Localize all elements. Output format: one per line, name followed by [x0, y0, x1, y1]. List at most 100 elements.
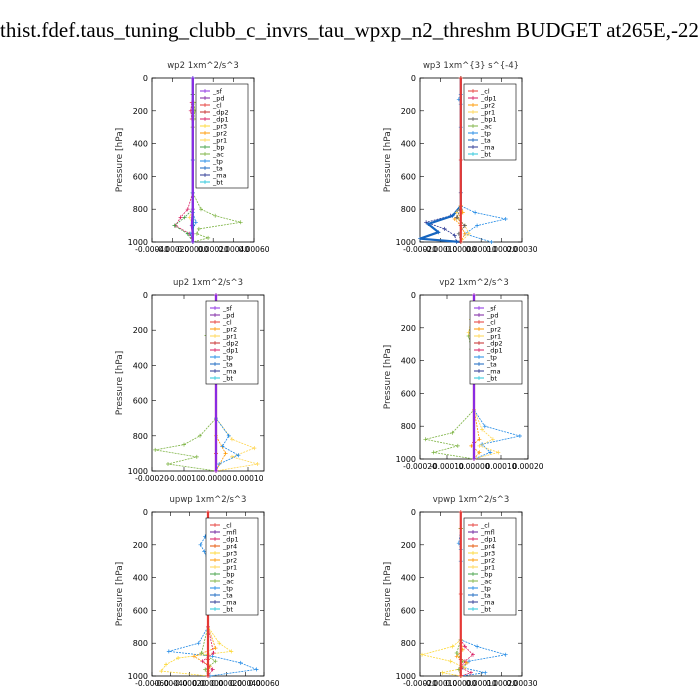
legend-label: _pr1: [212, 137, 227, 145]
legend-marker: [213, 551, 217, 555]
legend-marker: [203, 145, 207, 149]
x-tick-label: -0.00020: [172, 679, 206, 688]
legend-marker: [471, 579, 475, 583]
legend-label: _ta: [480, 592, 491, 600]
legend-label: _dp1: [212, 116, 229, 124]
legend-marker: [471, 551, 475, 555]
chart-panel-4: upwp 1xm^2/s^3 Pressure [hPa] 0 200 400 600 80…: [115, 495, 280, 688]
y-tick-label: 400: [401, 140, 416, 149]
y-tick-label: 200: [133, 326, 148, 335]
legend-marker: [471, 96, 475, 100]
legend-label: _pr1: [486, 333, 501, 341]
y-tick-label: 600: [133, 606, 148, 615]
legend-label: _cl: [222, 319, 232, 327]
legend-label: _ac: [222, 578, 234, 586]
legend-label: _dp2: [212, 109, 229, 117]
legend-label: _bt: [480, 151, 491, 159]
legend-label: _bt: [222, 375, 233, 383]
legend-marker: [471, 117, 475, 121]
legend-label: _tp: [480, 130, 491, 138]
y-axis-label: Pressure [hPa]: [115, 128, 125, 193]
legend-marker: [213, 355, 217, 359]
legend-label: _tp: [212, 158, 223, 166]
legend-marker: [477, 369, 481, 373]
y-tick-label: 200: [133, 107, 148, 116]
legend-marker: [213, 313, 217, 317]
y-tick-label: 400: [401, 574, 416, 583]
legend-marker: [477, 306, 481, 310]
legend-label: _bp1: [480, 116, 497, 124]
legend-marker: [471, 152, 475, 156]
x-tick-label: -0.00010: [424, 245, 458, 254]
legend-label: _ma: [486, 368, 501, 376]
legend-label: _sf: [222, 305, 233, 313]
legend-marker: [213, 530, 217, 534]
plot-frame: [151, 294, 265, 472]
legend-label: _pr1: [480, 564, 495, 572]
x-tick-label: -0.00060: [135, 679, 169, 688]
y-tick-label: 800: [133, 639, 148, 648]
legend-marker: [213, 369, 217, 373]
legend-label: _bt: [480, 606, 491, 614]
legend-marker: [471, 523, 475, 527]
y-tick-label: 800: [401, 422, 416, 431]
legend-label: _dp2: [486, 340, 503, 348]
legend-marker: [203, 180, 207, 184]
x-tick-label: 0.00000: [192, 679, 223, 688]
legend-label: _pr1: [222, 333, 237, 341]
y-tick-label: 200: [133, 541, 148, 550]
legend-label: _ta: [222, 361, 233, 369]
x-tick-label: 0.00010: [485, 462, 516, 471]
x-tick-label: -0.00010: [430, 462, 464, 471]
legend-marker: [213, 572, 217, 576]
y-axis-label: Pressure [hPa]: [115, 351, 125, 416]
legend-label: _pr3: [212, 123, 227, 131]
legend-label: _dp1: [222, 347, 239, 355]
legend-label: _pr4: [480, 543, 495, 551]
legend-label: _pr2: [480, 102, 495, 110]
y-tick-label: 200: [401, 541, 416, 550]
legend-marker: [471, 572, 475, 576]
y-axis-label: Pressure [hPa]: [115, 562, 125, 627]
legend-label: _ac: [480, 578, 492, 586]
legend-label: _bt: [486, 375, 497, 383]
legend-label: _ma: [212, 172, 227, 180]
legend-marker: [477, 355, 481, 359]
legend-label: _ta: [480, 137, 491, 145]
legend-marker: [213, 362, 217, 366]
legend-label: _dp1: [222, 536, 239, 544]
y-tick-label: 400: [133, 140, 148, 149]
legend-label: _cl: [480, 522, 490, 530]
legend-marker: [477, 313, 481, 317]
legend-marker: [213, 306, 217, 310]
x-tick-label: 0.00040: [218, 245, 249, 254]
legend-label: _ma: [222, 599, 237, 607]
series-line-ac: [425, 311, 475, 460]
y-tick-label: 1000: [396, 455, 416, 464]
legend-label: _pr2: [222, 557, 237, 565]
legend-marker: [203, 173, 207, 177]
legend-marker: [477, 376, 481, 380]
y-tick-label: 1000: [396, 238, 416, 247]
x-tick-label: 0.00000: [177, 245, 208, 254]
legend-label: _bp: [212, 144, 225, 152]
legend-marker: [471, 145, 475, 149]
legend-marker: [471, 124, 475, 128]
y-tick-label: 600: [133, 397, 148, 406]
y-tick-label: 0: [143, 74, 148, 83]
x-tick-label: 0.00020: [486, 245, 517, 254]
series-line-dp1: [174, 94, 194, 243]
chart-title: up2 1xm^2/s^3: [173, 278, 243, 288]
x-tick-label: 0.00060: [248, 679, 279, 688]
series-line-pr3: [421, 528, 467, 677]
legend-label: _pr3: [480, 550, 495, 558]
legend-label: _cl: [212, 102, 222, 110]
legend-label: _tp: [486, 354, 497, 362]
legend-box: [463, 517, 517, 616]
legend-marker: [213, 607, 217, 611]
legend-label: _ma: [480, 599, 495, 607]
legend-label: _pr1: [222, 564, 237, 572]
legend-label: _dp2: [222, 340, 239, 348]
x-tick-label: -0.00040: [154, 679, 188, 688]
